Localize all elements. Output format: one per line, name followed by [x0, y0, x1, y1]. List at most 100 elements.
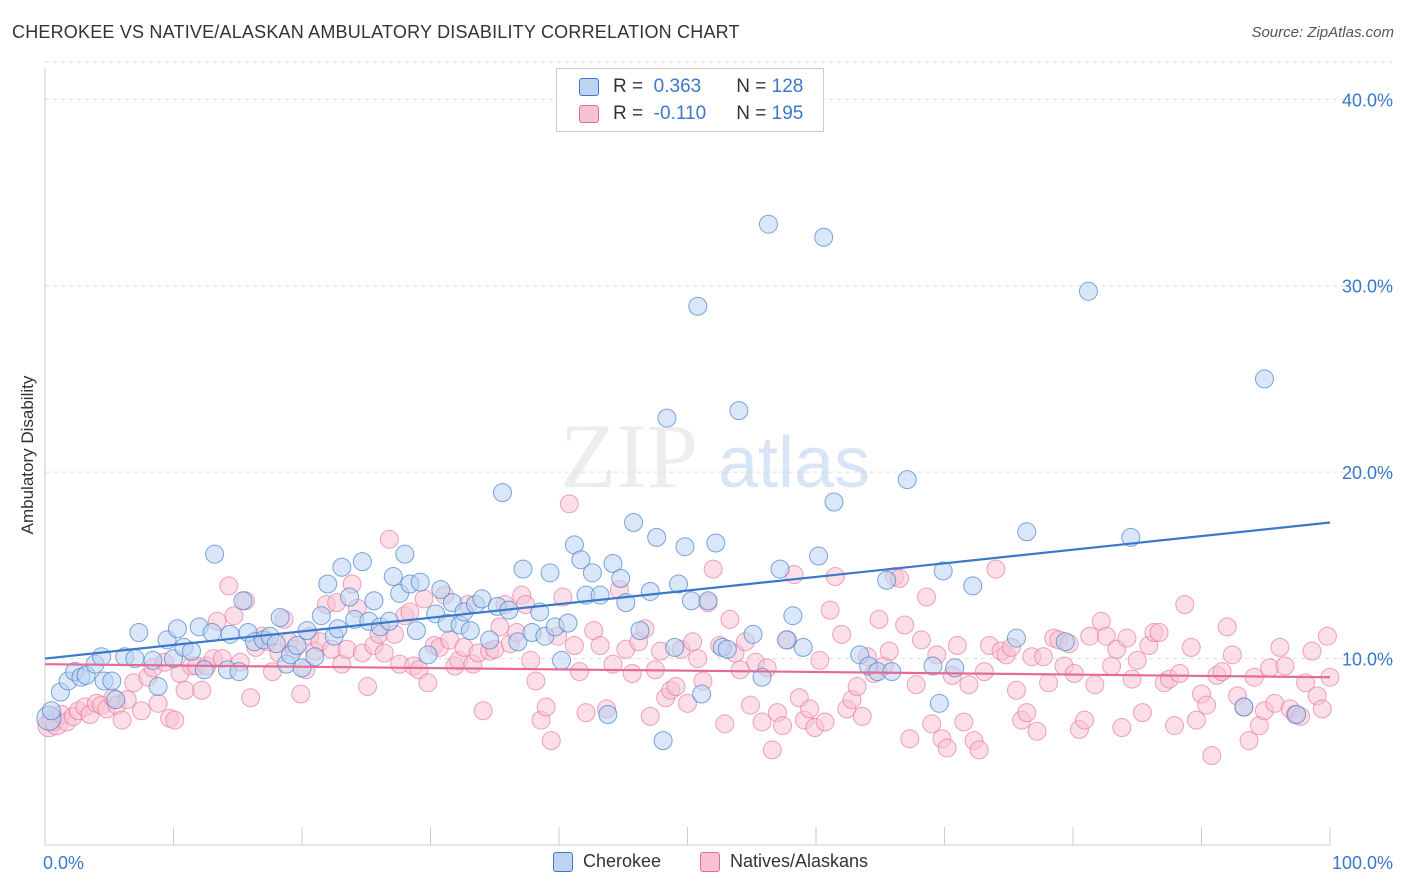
cherokee-point [640, 581, 660, 601]
cherokee-point [460, 621, 480, 641]
natives-point [730, 660, 750, 680]
watermark-zip: ZIP [560, 405, 698, 507]
natives-point [1170, 663, 1190, 683]
natives-point [1017, 703, 1037, 723]
natives-point [954, 712, 974, 732]
cherokee-point [743, 624, 763, 644]
legend-row-cherokee: R = 0.363 N = 128 [579, 73, 803, 101]
cherokee-point [332, 557, 352, 577]
legend-r-label: R = [613, 76, 644, 97]
natives-point [1197, 695, 1217, 715]
natives-point [922, 714, 942, 734]
natives-point [374, 643, 394, 663]
cherokee-point [383, 567, 403, 587]
natives-point [1122, 669, 1142, 689]
cherokee-point [311, 606, 331, 626]
natives-point [473, 701, 493, 721]
natives-point [409, 660, 429, 680]
cherokee-point [395, 544, 415, 564]
cherokee-point [653, 731, 673, 751]
legend-n-label: N = [736, 76, 767, 97]
natives-point [1296, 673, 1316, 693]
natives-point [622, 663, 642, 683]
cherokee-point [929, 693, 949, 713]
cherokee-point [305, 647, 325, 667]
y-tick-label: 40.0% [1342, 90, 1393, 110]
natives-point [1027, 721, 1047, 741]
cherokee-point [287, 636, 307, 656]
legend-r-value-cherokee: 0.363 [653, 76, 702, 97]
cherokee-point [205, 544, 225, 564]
cherokee-point [824, 492, 844, 512]
natives-point [815, 712, 835, 732]
natives-point [541, 731, 561, 751]
natives-point [1317, 626, 1337, 646]
cherokee-point [92, 647, 112, 667]
natives-point [1149, 622, 1169, 642]
cherokee-point [698, 591, 718, 611]
watermark: ZIP atlas [560, 405, 870, 507]
chart-title: CHEROKEE VS NATIVE/ALASKAN AMBULATORY DI… [12, 22, 740, 42]
cherokee-point [540, 563, 560, 583]
cherokee-point [706, 533, 726, 553]
natives-point [1165, 716, 1185, 736]
natives-point [603, 654, 623, 674]
cherokee-point [1254, 369, 1274, 389]
cherokee-point [202, 622, 222, 642]
cherokee-point [508, 632, 528, 652]
natives-point [521, 650, 541, 670]
natives-point [1212, 662, 1232, 682]
chart-source: Source: ZipAtlas.com [1251, 24, 1394, 41]
natives-point [703, 559, 723, 579]
natives-point [906, 675, 926, 695]
natives-point [1075, 710, 1095, 730]
cherokee-point [692, 684, 712, 704]
cherokee-point [675, 537, 695, 557]
natives-point [852, 706, 872, 726]
natives-point [720, 609, 740, 629]
natives-point [1112, 718, 1132, 738]
natives-point [526, 671, 546, 691]
series-legend: Cherokee Natives/Alaskans [0, 851, 1406, 877]
cherokee-point [410, 572, 430, 592]
cherokee-point [877, 570, 897, 590]
natives-point [937, 738, 957, 758]
natives-point [131, 701, 151, 721]
cherokee-point [647, 527, 667, 547]
y-tick-label: 10.0% [1342, 650, 1393, 670]
natives-point [192, 680, 212, 700]
cherokee-point [143, 650, 163, 670]
natives-point [1096, 626, 1116, 646]
natives-point [414, 589, 434, 609]
natives-point [148, 693, 168, 713]
natives-point [1080, 626, 1100, 646]
cherokee-point [933, 561, 953, 581]
cherokee-point [770, 559, 790, 579]
cherokee-point [472, 589, 492, 609]
y-tick-label: 20.0% [1342, 463, 1393, 483]
cherokee-point [558, 613, 578, 633]
natives-point [536, 697, 556, 717]
natives-point [241, 688, 261, 708]
natives-point [900, 729, 920, 749]
natives-point [1117, 628, 1137, 648]
cherokee-point [129, 622, 149, 642]
cherokee-point [106, 690, 126, 710]
x-tick-label-max: 100.0% [1332, 853, 1393, 873]
natives-point [224, 606, 244, 626]
natives-point [869, 609, 889, 629]
cherokee-point [963, 576, 983, 596]
cherokee-point [717, 639, 737, 659]
cherokee-point [665, 637, 685, 657]
series-name-cherokee: Cherokee [583, 851, 662, 871]
natives-point [969, 740, 989, 760]
correlation-legend: R = 0.363 N = 128 R = -0.110 N = 195 [556, 68, 824, 132]
cherokee-point [681, 591, 701, 611]
cherokee-point [194, 660, 214, 680]
natives-point [820, 600, 840, 620]
natives-point [1127, 650, 1147, 670]
natives-point [1132, 703, 1152, 723]
natives-point [291, 684, 311, 704]
cherokee-point [611, 568, 631, 588]
